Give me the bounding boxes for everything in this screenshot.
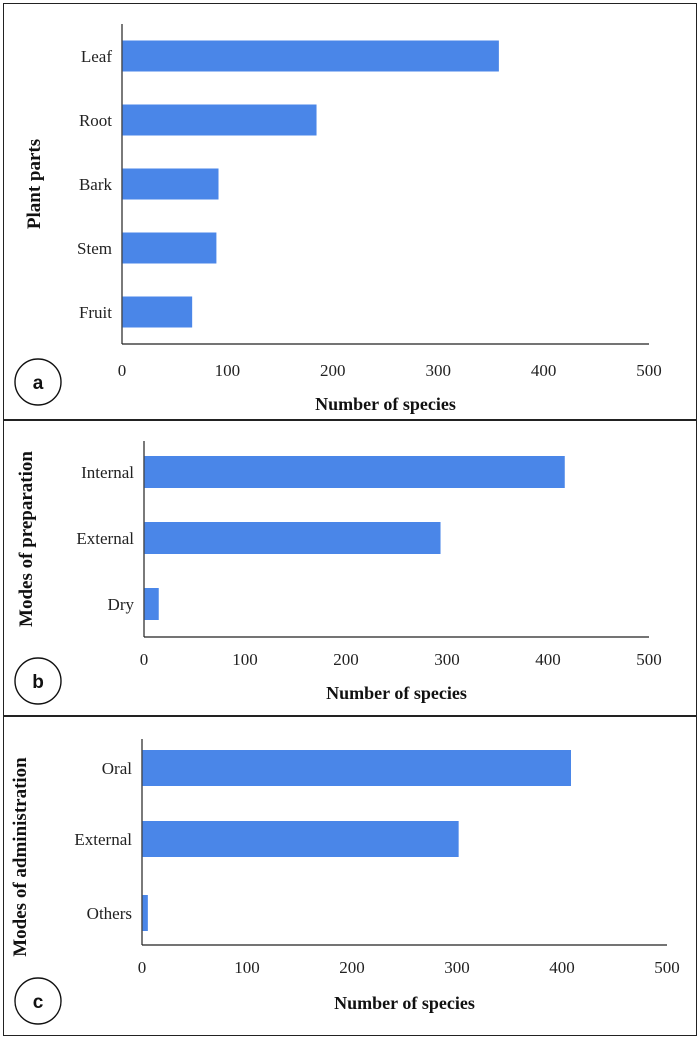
- category-label-external: External: [74, 830, 132, 849]
- x-tick-label: 0: [140, 650, 149, 669]
- bar-oral: [142, 750, 571, 786]
- x-tick-label: 100: [232, 650, 258, 669]
- x-axis-title: Number of species: [334, 993, 475, 1013]
- bar-leaf: [122, 40, 499, 72]
- bar-external: [144, 522, 441, 554]
- panel-badge-label: a: [33, 373, 44, 394]
- x-tick-label: 400: [531, 361, 557, 380]
- x-tick-label: 100: [215, 361, 241, 380]
- x-axis-title: Number of species: [315, 394, 456, 414]
- y-axis-title: Modes of preparation: [16, 451, 37, 627]
- x-tick-label: 200: [333, 650, 359, 669]
- bar-bark: [122, 168, 219, 200]
- panel-b: Internal External Dry 0 100 200 300 400 500 Numbe…: [3, 420, 697, 716]
- x-tick-label: 500: [654, 958, 680, 977]
- y-axis-title: Plant parts: [24, 139, 45, 229]
- bar-dry: [144, 588, 159, 620]
- x-tick-label: 0: [138, 958, 147, 977]
- category-label-stem: Stem: [77, 239, 112, 258]
- panel-badge-label: b: [32, 672, 44, 693]
- category-label-external: External: [76, 529, 134, 548]
- x-tick-label: 400: [549, 958, 575, 977]
- panel-badge-label: c: [33, 992, 44, 1013]
- bar-external: [142, 821, 459, 857]
- category-label-others: Others: [87, 904, 132, 923]
- bar-fruit: [122, 296, 193, 328]
- chart-a: Leaf Root Bark Stem Fruit 0 100 200 300 400 500 Num…: [14, 24, 662, 414]
- x-tick-label: 200: [339, 958, 365, 977]
- category-label-leaf: Leaf: [81, 47, 112, 66]
- x-tick-label: 300: [434, 650, 460, 669]
- category-label-fruit: Fruit: [79, 303, 112, 322]
- panel-badge-circle: [14, 657, 62, 705]
- panel-c: Oral External Others 0 100 200 300 400 500 Number…: [3, 716, 697, 1036]
- category-label-internal: Internal: [81, 463, 134, 482]
- category-label-dry: Dry: [108, 595, 135, 614]
- x-tick-label: 400: [535, 650, 561, 669]
- bar-stem: [122, 232, 217, 264]
- x-tick-label: 500: [636, 650, 662, 669]
- chart-b: Internal External Dry 0 100 200 300 400 500 Numbe…: [14, 441, 662, 705]
- x-tick-label: 500: [636, 361, 662, 380]
- category-label-root: Root: [79, 111, 112, 130]
- panel-badge-circle: [14, 358, 62, 406]
- bar-others: [142, 895, 148, 931]
- x-axis-title: Number of species: [326, 683, 467, 703]
- category-label-bark: Bark: [79, 175, 113, 194]
- category-label-oral: Oral: [102, 759, 132, 778]
- bar-root: [122, 104, 317, 136]
- x-tick-label: 0: [118, 361, 127, 380]
- x-tick-label: 300: [425, 361, 451, 380]
- x-tick-label: 300: [444, 958, 470, 977]
- chart-c: Oral External Others 0 100 200 300 400 500 Number…: [10, 739, 680, 1025]
- panel-badge-circle: [14, 977, 62, 1025]
- x-tick-label: 100: [234, 958, 260, 977]
- y-axis-title: Modes of administration: [10, 757, 31, 957]
- panel-a: Leaf Root Bark Stem Fruit 0 100 200 300 400 500 Num…: [3, 3, 697, 420]
- x-tick-label: 200: [320, 361, 346, 380]
- bar-internal: [144, 456, 565, 488]
